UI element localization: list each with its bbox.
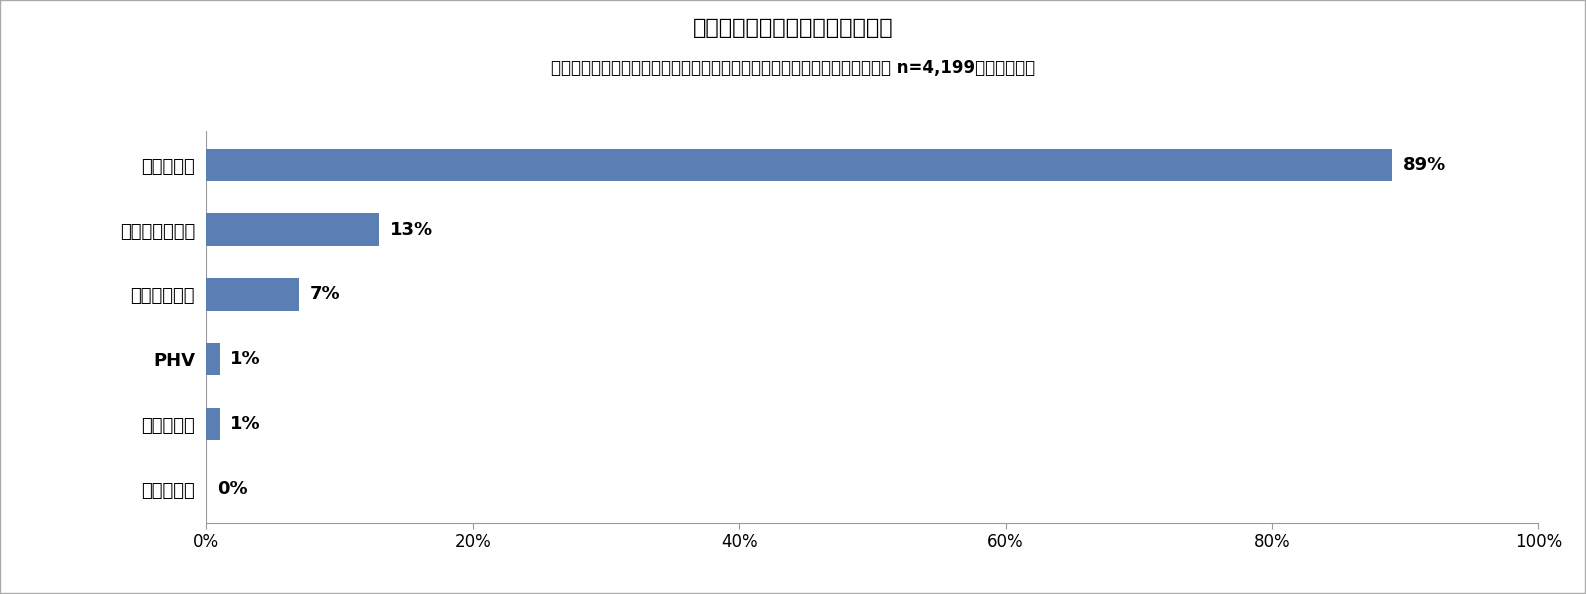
Bar bbox=[206, 407, 219, 440]
Bar bbox=[206, 213, 379, 246]
Text: 1%: 1% bbox=[230, 350, 260, 368]
Bar bbox=[206, 278, 300, 311]
Text: （クルマ保有者で、ガソリン車以外のクルマの購入を検討したことがある人 n=4,199／複数回答）: （クルマ保有者で、ガソリン車以外のクルマの購入を検討したことがある人 n=4,1… bbox=[550, 59, 1036, 77]
Bar bbox=[206, 148, 1393, 181]
Text: 13%: 13% bbox=[390, 220, 433, 239]
Text: 0%: 0% bbox=[217, 480, 247, 498]
Text: 1%: 1% bbox=[230, 415, 260, 433]
Text: 保有するクルマのエンジンタイプ: 保有するクルマのエンジンタイプ bbox=[693, 18, 893, 38]
Text: 89%: 89% bbox=[1402, 156, 1446, 173]
Bar bbox=[206, 343, 219, 375]
Text: 7%: 7% bbox=[311, 285, 341, 304]
